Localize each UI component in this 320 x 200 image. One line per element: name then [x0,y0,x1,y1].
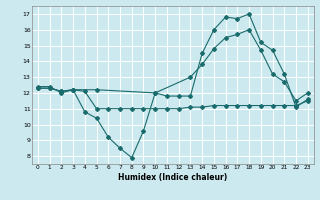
X-axis label: Humidex (Indice chaleur): Humidex (Indice chaleur) [118,173,228,182]
